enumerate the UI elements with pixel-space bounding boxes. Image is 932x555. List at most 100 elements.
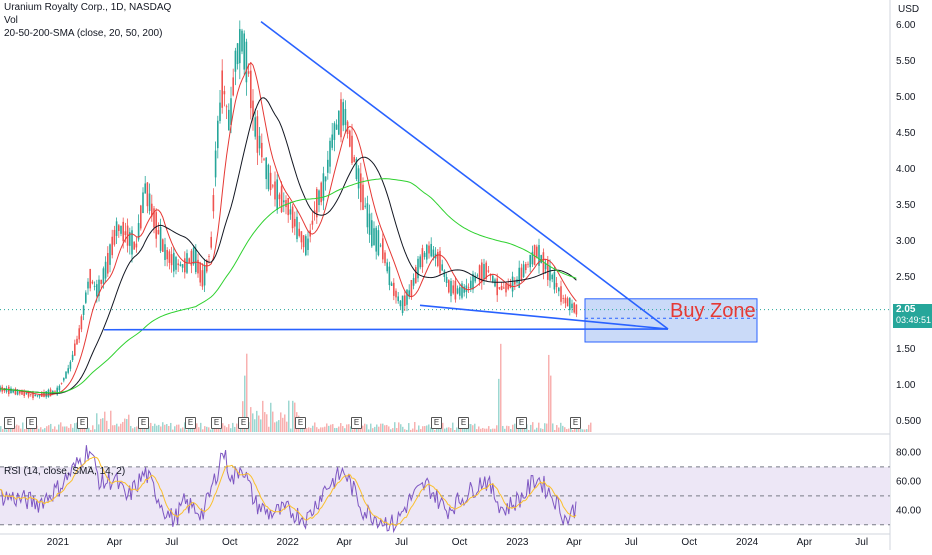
price-candle-body <box>208 256 210 257</box>
earnings-marker[interactable]: E <box>295 417 306 429</box>
volume-bar <box>196 423 198 432</box>
price-candle-body <box>452 285 454 293</box>
price-candle-body <box>470 281 472 289</box>
price-candle-body <box>283 200 285 202</box>
volume-bar <box>150 423 152 432</box>
earnings-marker[interactable]: E <box>351 417 362 429</box>
volume-bar <box>552 423 554 432</box>
volume-bar <box>562 426 564 432</box>
price-candle-body <box>114 230 116 245</box>
price-candle-body <box>391 283 393 286</box>
earnings-marker[interactable]: E <box>185 417 196 429</box>
volume-bar <box>222 423 224 432</box>
earnings-marker[interactable]: E <box>570 417 581 429</box>
volume-bar <box>168 426 170 432</box>
price-candle-body <box>342 102 344 125</box>
volume-bar <box>228 424 230 432</box>
earnings-marker[interactable]: E <box>516 417 527 429</box>
price-candle-body <box>100 280 102 284</box>
volume-bar <box>18 426 20 432</box>
volume-bar <box>106 421 108 432</box>
volume-bar <box>188 429 190 432</box>
volume-bar <box>454 430 456 432</box>
volume-bar <box>166 424 168 432</box>
volume-bar <box>186 430 188 432</box>
price-candle-body <box>380 245 382 246</box>
price-candle-body <box>426 245 428 260</box>
volume-bar <box>400 424 402 432</box>
volume-bar <box>50 424 52 432</box>
volume-bar <box>512 425 514 432</box>
volume-bar <box>16 425 18 432</box>
volume-bar <box>406 430 408 432</box>
price-candle-body <box>111 237 113 255</box>
volume-bar <box>98 424 100 432</box>
volume-bar <box>498 379 500 432</box>
price-candle-body <box>133 242 135 250</box>
price-candle-body <box>144 183 146 193</box>
volume-bar <box>206 427 208 432</box>
x-tick-label: 2021 <box>47 537 70 548</box>
earnings-marker[interactable]: E <box>77 417 88 429</box>
price-candle-body <box>468 287 470 288</box>
volume-bar <box>264 412 266 432</box>
earnings-marker[interactable]: E <box>431 417 442 429</box>
price-candle-body <box>336 125 338 130</box>
volume-bar <box>56 430 58 432</box>
price-candle-body <box>243 33 245 69</box>
price-candle-body <box>494 279 496 286</box>
price-candle-body <box>367 203 369 227</box>
volume-bar <box>230 428 232 432</box>
earnings-marker[interactable]: E <box>458 417 469 429</box>
volume-bar <box>384 425 386 432</box>
volume-bar <box>116 424 118 432</box>
price-candle-body <box>424 253 426 257</box>
volume-bar <box>160 426 162 432</box>
price-candle-body <box>105 262 107 279</box>
price-candle-body <box>241 31 243 52</box>
earnings-marker[interactable]: E <box>211 417 222 429</box>
volume-bar <box>428 424 430 432</box>
earnings-marker[interactable]: E <box>138 417 149 429</box>
price-candle-body <box>202 270 204 286</box>
volume-bar <box>104 412 106 432</box>
price-candle-body <box>81 316 83 329</box>
price-candle-body <box>184 258 186 272</box>
volume-bar <box>118 426 120 432</box>
volume-bar <box>582 429 584 432</box>
price-candle-body <box>439 251 441 273</box>
price-candle-body <box>547 260 549 280</box>
currency-label: USD <box>898 4 919 15</box>
price-candle-body <box>296 217 298 239</box>
earnings-marker[interactable]: E <box>238 417 249 429</box>
volume-bar <box>402 427 404 432</box>
volume-bar <box>410 430 412 432</box>
price-candle-body <box>94 286 96 287</box>
price-candle-body <box>78 328 80 339</box>
volume-bar <box>362 426 364 432</box>
volume-bar <box>370 424 372 432</box>
price-candle-body <box>149 194 151 211</box>
x-tick-label: Apr <box>797 537 813 548</box>
volume-bar <box>284 414 286 432</box>
volume-bar <box>252 413 254 432</box>
price-candle-body <box>540 255 542 263</box>
price-candle-body <box>389 267 391 285</box>
volume-bar <box>280 412 282 432</box>
price-candle-body <box>353 157 355 162</box>
y-tick-label: 1.00 <box>896 380 916 391</box>
volume-bar <box>276 421 278 432</box>
volume-bar <box>64 426 66 432</box>
volume-bar <box>74 423 76 432</box>
price-candle-body <box>96 284 98 296</box>
price-candle-body <box>483 264 485 279</box>
price-candle-body <box>316 189 318 217</box>
volume-bar <box>270 403 272 432</box>
earnings-marker[interactable]: E <box>4 417 15 429</box>
earnings-marker[interactable]: E <box>26 417 37 429</box>
volume-bar <box>176 425 178 432</box>
volume-bar <box>290 429 292 432</box>
price-candle-body <box>536 247 538 258</box>
volume-bar <box>580 429 582 432</box>
